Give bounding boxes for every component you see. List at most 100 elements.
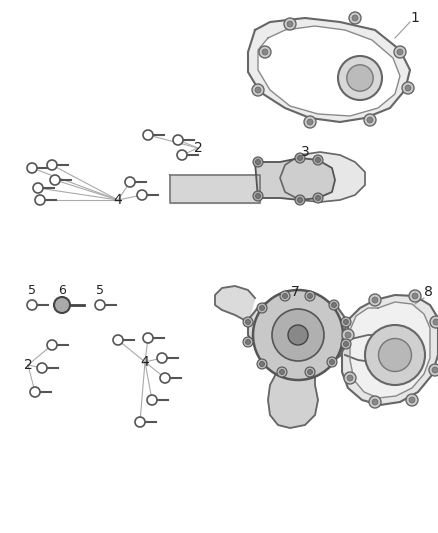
Circle shape [47, 160, 57, 170]
Circle shape [297, 198, 303, 203]
Text: 4: 4 [113, 193, 122, 207]
Circle shape [378, 338, 411, 372]
Circle shape [433, 319, 438, 325]
Circle shape [253, 157, 263, 167]
Circle shape [143, 333, 153, 343]
Circle shape [27, 163, 37, 173]
Circle shape [283, 294, 287, 298]
Circle shape [347, 375, 353, 381]
Circle shape [412, 293, 418, 299]
Circle shape [307, 369, 312, 375]
Circle shape [255, 87, 261, 93]
Circle shape [297, 156, 303, 160]
Circle shape [95, 300, 105, 310]
Text: 5: 5 [28, 284, 36, 296]
Text: 4: 4 [141, 355, 149, 369]
Circle shape [35, 195, 45, 205]
Circle shape [246, 340, 251, 344]
Circle shape [432, 367, 438, 373]
Text: 1: 1 [410, 11, 420, 25]
Circle shape [137, 190, 147, 200]
Circle shape [54, 297, 70, 313]
Circle shape [338, 56, 382, 100]
Circle shape [329, 359, 335, 365]
Polygon shape [248, 18, 410, 122]
Circle shape [344, 372, 356, 384]
Text: 7: 7 [291, 285, 300, 299]
Circle shape [280, 291, 290, 301]
Circle shape [369, 396, 381, 408]
Circle shape [253, 191, 263, 201]
Circle shape [125, 177, 135, 187]
Circle shape [243, 317, 253, 327]
Circle shape [262, 49, 268, 55]
Circle shape [243, 337, 253, 347]
Circle shape [143, 130, 153, 140]
Circle shape [33, 183, 43, 193]
Circle shape [255, 193, 261, 198]
Circle shape [327, 357, 337, 367]
Circle shape [345, 332, 351, 338]
Circle shape [160, 373, 170, 383]
Circle shape [257, 359, 267, 369]
Circle shape [343, 319, 349, 325]
Circle shape [135, 417, 145, 427]
Circle shape [113, 335, 123, 345]
Circle shape [372, 297, 378, 303]
Circle shape [347, 65, 373, 91]
Circle shape [287, 21, 293, 27]
Circle shape [409, 290, 421, 302]
Circle shape [279, 369, 285, 375]
Polygon shape [255, 158, 335, 200]
Circle shape [402, 82, 414, 94]
Circle shape [313, 193, 323, 203]
Circle shape [341, 317, 351, 327]
Circle shape [246, 319, 251, 325]
Circle shape [332, 303, 336, 308]
Circle shape [394, 46, 406, 58]
Circle shape [405, 85, 411, 91]
Polygon shape [280, 152, 365, 202]
Circle shape [305, 367, 315, 377]
Circle shape [307, 294, 312, 298]
Circle shape [47, 340, 57, 350]
Circle shape [259, 361, 265, 367]
Circle shape [305, 291, 315, 301]
Circle shape [277, 367, 287, 377]
Circle shape [259, 46, 271, 58]
Circle shape [295, 153, 305, 163]
Circle shape [253, 290, 343, 380]
Text: 5: 5 [96, 284, 104, 296]
Text: 2: 2 [24, 358, 32, 372]
Text: 2: 2 [194, 141, 202, 155]
Text: 3: 3 [300, 145, 309, 159]
Polygon shape [340, 335, 390, 362]
Circle shape [272, 309, 324, 361]
Circle shape [27, 300, 37, 310]
Circle shape [369, 294, 381, 306]
Circle shape [349, 12, 361, 24]
Circle shape [341, 339, 351, 349]
Circle shape [257, 303, 267, 313]
Circle shape [409, 397, 415, 403]
Circle shape [364, 114, 376, 126]
Polygon shape [248, 295, 348, 370]
Circle shape [284, 18, 296, 30]
Circle shape [288, 325, 308, 345]
Circle shape [406, 394, 418, 406]
Polygon shape [342, 295, 438, 405]
Polygon shape [350, 302, 430, 398]
Circle shape [37, 363, 47, 373]
Circle shape [295, 195, 305, 205]
Circle shape [315, 196, 321, 200]
Circle shape [177, 150, 187, 160]
Polygon shape [268, 370, 318, 428]
Circle shape [259, 305, 265, 311]
Circle shape [147, 395, 157, 405]
Circle shape [307, 119, 313, 125]
Circle shape [157, 353, 167, 363]
Circle shape [252, 84, 264, 96]
Polygon shape [170, 175, 260, 203]
Circle shape [429, 364, 438, 376]
Circle shape [372, 399, 378, 405]
